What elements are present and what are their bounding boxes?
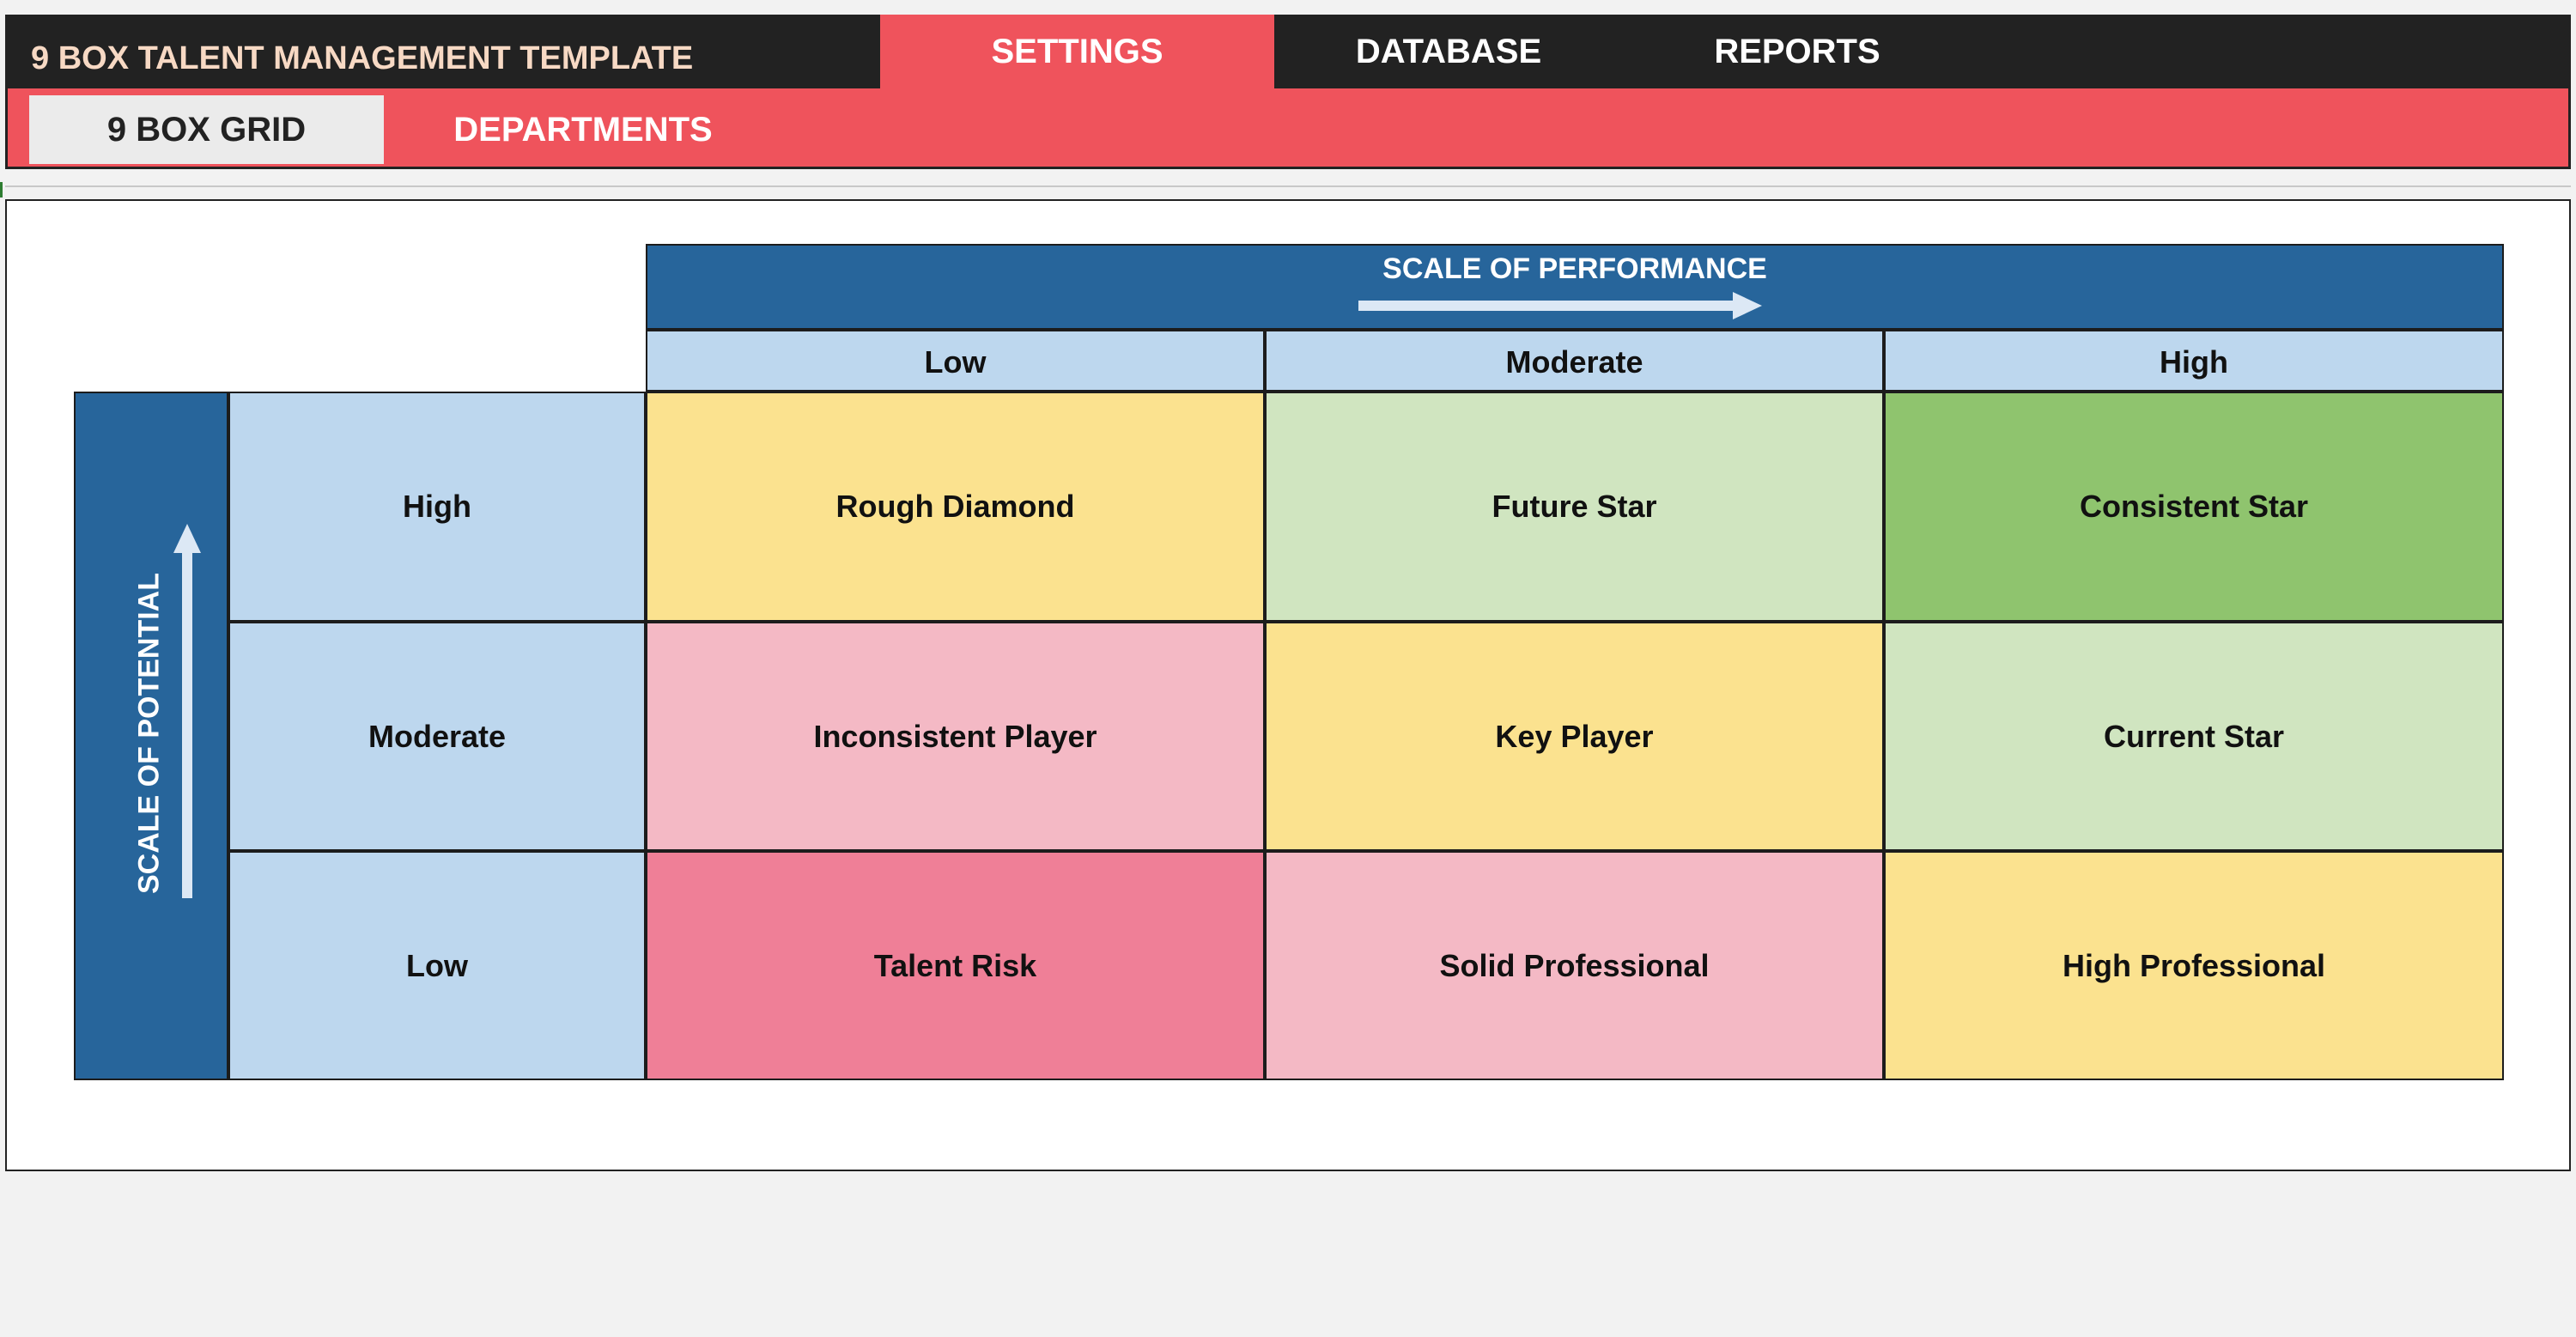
arrow-up-icon [173, 524, 201, 898]
selection-marker [0, 182, 9, 198]
subtab-9-box-grid[interactable]: 9 BOX GRID [29, 95, 384, 164]
box-key-player[interactable]: Key Player [1265, 622, 1884, 851]
performance-scale-header: SCALE OF PERFORMANCE [646, 244, 2504, 330]
performance-level-high: High [1884, 330, 2504, 392]
performance-level-low: Low [646, 330, 1265, 392]
box-future-star[interactable]: Future Star [1265, 392, 1884, 622]
potential-level-high: High [228, 392, 646, 622]
box-high-professional[interactable]: High Professional [1884, 851, 2504, 1080]
tab-database[interactable]: DATABASE [1355, 33, 1542, 70]
sub-tab-bar: 9 BOX GRID DEPARTMENTS [5, 88, 2571, 169]
box-solid-professional[interactable]: Solid Professional [1265, 851, 1884, 1080]
performance-scale-title: SCALE OF PERFORMANCE [1382, 252, 1767, 285]
potential-level-moderate: Moderate [228, 622, 646, 851]
performance-level-moderate: Moderate [1265, 330, 1884, 392]
subtab-departments[interactable]: DEPARTMENTS [453, 111, 713, 149]
potential-scale-header [74, 392, 228, 1080]
arrow-right-icon [1358, 292, 1762, 319]
tab-settings[interactable]: SETTINGS [880, 15, 1274, 88]
box-talent-risk[interactable]: Talent Risk [646, 851, 1265, 1080]
divider [5, 185, 2571, 187]
top-header-bar: 9 BOX TALENT MANAGEMENT TEMPLATE SETTING… [5, 15, 2571, 88]
potential-scale-title: SCALE OF POTENTIAL [132, 573, 166, 894]
app-title: 9 BOX TALENT MANAGEMENT TEMPLATE [31, 40, 694, 76]
tab-reports[interactable]: REPORTS [1714, 33, 1880, 70]
box-inconsistent-player[interactable]: Inconsistent Player [646, 622, 1265, 851]
box-rough-diamond[interactable]: Rough Diamond [646, 392, 1265, 622]
box-current-star[interactable]: Current Star [1884, 622, 2504, 851]
box-consistent-star[interactable]: Consistent Star [1884, 392, 2504, 622]
potential-level-low: Low [228, 851, 646, 1080]
